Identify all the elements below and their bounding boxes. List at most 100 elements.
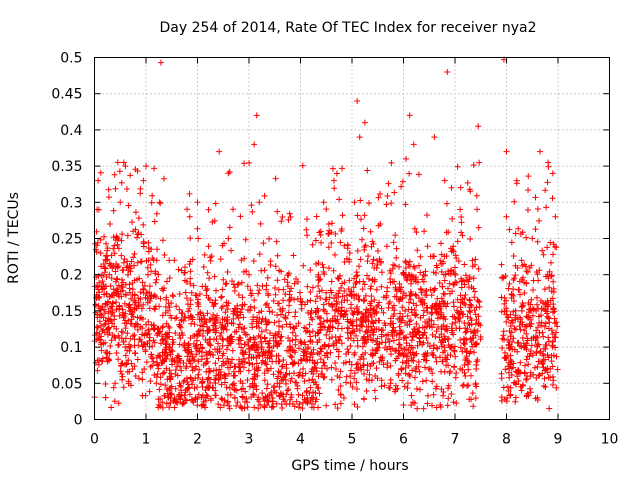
- data-point: [403, 259, 410, 266]
- data-point: [512, 262, 519, 269]
- data-point: [192, 395, 199, 402]
- data-point: [182, 289, 189, 296]
- data-point: [137, 289, 144, 296]
- data-point: [417, 298, 424, 305]
- data-point: [527, 323, 534, 330]
- data-point: [347, 342, 354, 349]
- data-point: [523, 268, 530, 275]
- data-point: [314, 359, 321, 366]
- data-point: [429, 402, 436, 409]
- data-point: [505, 345, 512, 352]
- data-point: [296, 401, 303, 408]
- data-point: [466, 322, 473, 329]
- data-point: [364, 307, 371, 314]
- data-point: [278, 363, 285, 370]
- data-point: [99, 278, 106, 285]
- data-point: [473, 192, 480, 199]
- data-point: [505, 359, 512, 366]
- data-point: [321, 359, 328, 366]
- data-point: [515, 225, 522, 232]
- data-point: [122, 163, 129, 170]
- data-point: [408, 337, 415, 344]
- data-point: [94, 357, 101, 364]
- data-point: [332, 230, 339, 237]
- data-point: [250, 316, 257, 323]
- data-point: [450, 303, 457, 310]
- data-point: [409, 367, 416, 374]
- data-point: [365, 276, 372, 283]
- data-point: [193, 331, 200, 338]
- data-point: [542, 356, 549, 363]
- data-point: [256, 324, 263, 331]
- data-point: [167, 351, 174, 358]
- data-point: [261, 377, 268, 384]
- data-point: [434, 315, 441, 322]
- data-point: [220, 402, 227, 409]
- data-point: [525, 299, 532, 306]
- data-point: [470, 275, 477, 282]
- data-point: [313, 309, 320, 316]
- data-point: [118, 276, 125, 283]
- data-point: [462, 373, 469, 380]
- data-point: [359, 286, 366, 293]
- data-point: [552, 334, 559, 341]
- y-tick-label: 0.05: [51, 376, 82, 392]
- data-point: [113, 299, 120, 306]
- data-point: [325, 300, 332, 307]
- data-point: [308, 349, 315, 356]
- data-point: [475, 265, 482, 272]
- data-point: [424, 392, 431, 399]
- data-point: [259, 390, 266, 397]
- data-point: [226, 168, 233, 175]
- data-point: [328, 240, 335, 247]
- data-point: [410, 351, 417, 358]
- data-point: [153, 380, 160, 387]
- data-point: [193, 345, 200, 352]
- data-point: [239, 347, 246, 354]
- data-point: [145, 327, 152, 334]
- data-point: [343, 373, 350, 380]
- data-point: [419, 276, 426, 283]
- data-point: [140, 177, 147, 184]
- data-point: [219, 303, 226, 310]
- data-point: [395, 341, 402, 348]
- data-point: [533, 348, 540, 355]
- data-point: [534, 363, 541, 370]
- data-point: [415, 329, 422, 336]
- data-point: [195, 391, 202, 398]
- data-point: [545, 159, 552, 166]
- data-point: [131, 250, 138, 257]
- data-point: [508, 239, 515, 246]
- data-point: [510, 276, 517, 283]
- data-point: [402, 307, 409, 314]
- data-point: [186, 384, 193, 391]
- data-point: [349, 318, 356, 325]
- data-point: [301, 378, 308, 385]
- data-point: [251, 297, 258, 304]
- data-point: [339, 293, 346, 300]
- data-point: [375, 344, 382, 351]
- data-point: [146, 337, 153, 344]
- data-point: [193, 337, 200, 344]
- data-point: [187, 275, 194, 282]
- data-point: [304, 283, 311, 290]
- data-point: [511, 198, 518, 205]
- data-point: [387, 362, 394, 369]
- data-point: [438, 311, 445, 318]
- data-point: [308, 368, 315, 375]
- data-point: [244, 399, 251, 406]
- data-point: [468, 338, 475, 345]
- data-point: [123, 185, 130, 192]
- data-point: [103, 274, 110, 281]
- data-point: [205, 375, 212, 382]
- data-point: [329, 324, 336, 331]
- data-point: [304, 345, 311, 352]
- data-point: [402, 264, 409, 271]
- data-point: [164, 330, 171, 337]
- data-point: [177, 382, 184, 389]
- data-point: [536, 148, 543, 155]
- data-point: [195, 371, 202, 378]
- data-point: [503, 305, 510, 312]
- data-point: [466, 186, 473, 193]
- data-point: [405, 306, 412, 313]
